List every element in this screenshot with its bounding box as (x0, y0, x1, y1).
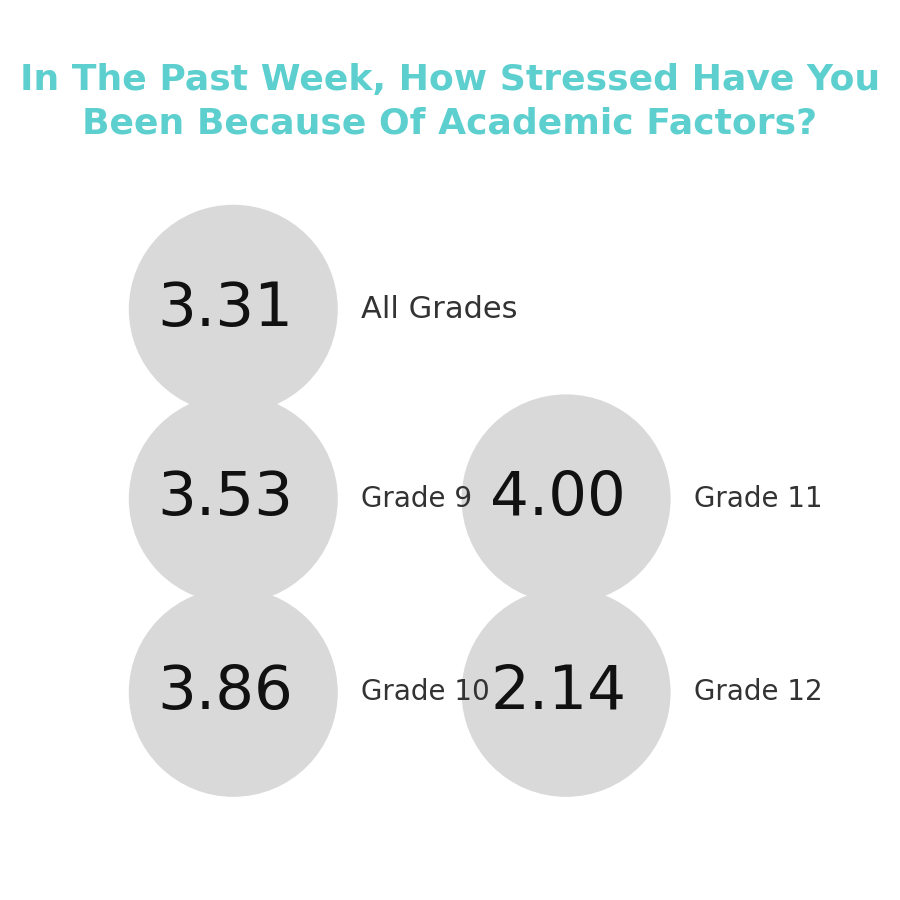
Text: Grade 11: Grade 11 (694, 485, 823, 513)
Circle shape (129, 394, 338, 603)
Text: 3.53: 3.53 (158, 470, 293, 528)
Text: 3.31: 3.31 (158, 280, 293, 338)
Text: Grade 9: Grade 9 (361, 485, 472, 513)
Text: Grade 10: Grade 10 (361, 679, 490, 706)
Circle shape (462, 394, 670, 603)
Circle shape (129, 588, 338, 796)
Text: In The Past Week, How Stressed Have You
Been Because Of Academic Factors?: In The Past Week, How Stressed Have You … (20, 63, 880, 140)
Text: Grade 12: Grade 12 (694, 679, 823, 706)
Text: 3.86: 3.86 (158, 663, 293, 722)
Circle shape (462, 588, 670, 796)
Text: 2.14: 2.14 (491, 663, 626, 722)
Circle shape (129, 205, 338, 414)
Text: All Grades: All Grades (361, 294, 518, 324)
Text: 4.00: 4.00 (491, 470, 626, 528)
